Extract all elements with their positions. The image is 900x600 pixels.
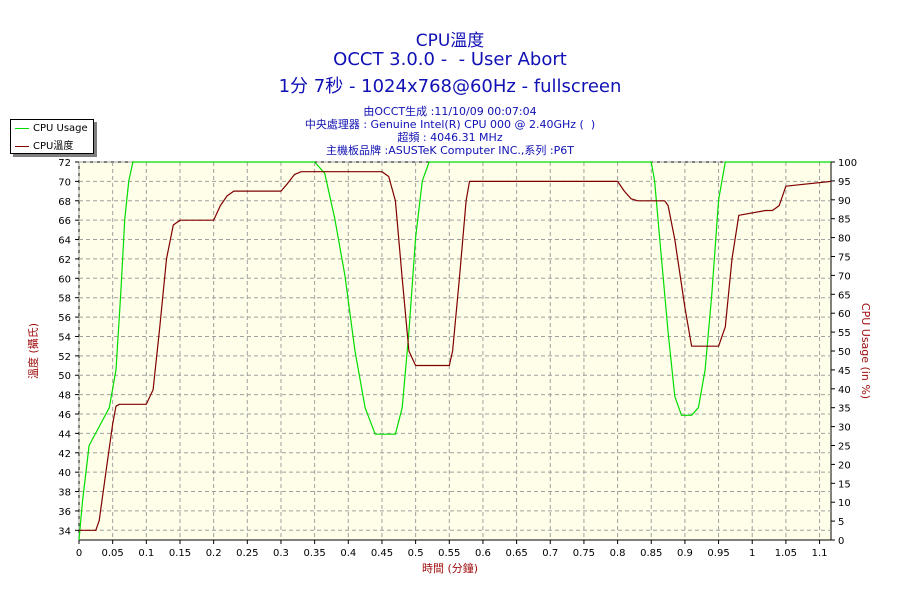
y-tick-label: 52 — [58, 352, 71, 363]
chart-title: CPU溫度 — [415, 31, 485, 51]
y2-axis-label: CPU Usage (in %) — [859, 303, 872, 399]
chart-subtitle-test: OCCT 3.0.0 - - User Abort — [333, 49, 567, 70]
x-tick-label: 0.8 — [610, 548, 626, 559]
y2-tick-label: 40 — [838, 385, 851, 396]
axis-ticks: 0 0.05 0.1 0.15 0.2 0.25 0.3 0.35 0.4 0.45 0.5 0.55… — [58, 158, 857, 559]
info-clock: 超頻 : 4046.31 MHz — [397, 131, 503, 144]
y2-tick-label: 65 — [838, 290, 851, 301]
y2-tick-label: 70 — [838, 271, 851, 282]
legend-item-temp: CPU溫度 — [15, 137, 74, 152]
info-motherboard: 主機板品牌 :ASUSTeK Computer INC.,系列 :P6T — [326, 144, 574, 157]
x-tick-label: 0.35 — [303, 548, 325, 559]
x-tick-label: 1 — [749, 548, 755, 559]
x-tick-label: 0.9 — [677, 548, 693, 559]
x-tick-label: 0.95 — [707, 548, 729, 559]
legend-swatch-temp — [15, 145, 29, 147]
y-tick-label: 40 — [58, 468, 71, 479]
y-tick-label: 54 — [58, 332, 71, 343]
grid-lines — [78, 161, 831, 540]
x-tick-label: 0.45 — [371, 548, 393, 559]
y2-tick-label: 55 — [838, 328, 851, 339]
legend-label-usage: CPU Usage — [33, 123, 88, 134]
x-tick-label: 0 — [76, 548, 82, 559]
x-tick-label: 1.1 — [812, 548, 828, 559]
x-tick-label: 0.3 — [273, 548, 289, 559]
x-tick-label: 1.05 — [775, 548, 797, 559]
y-tick-label: 62 — [58, 255, 71, 266]
y-tick-label: 60 — [58, 274, 71, 285]
series-line-cpu-usage — [78, 161, 831, 541]
x-tick-label: 0.15 — [169, 548, 191, 559]
y-tick-label: 42 — [58, 449, 71, 460]
y-tick-label: 58 — [58, 294, 71, 305]
y2-tick-label: 100 — [838, 158, 857, 169]
info-cpu: 中央處理器 : Genuine Intel(R) CPU 000 @ 2.40G… — [304, 118, 596, 131]
x-axis-label: 時間 (分鐘) — [422, 561, 478, 575]
y-tick-label: 64 — [58, 236, 71, 247]
y-tick-label: 72 — [58, 158, 71, 169]
chart-legend: CPU Usage CPU溫度 — [10, 119, 94, 154]
y-tick-label: 46 — [58, 410, 71, 421]
y2-tick-label: 25 — [838, 442, 851, 453]
y-tick-label: 70 — [58, 177, 71, 188]
y2-tick-label: 15 — [838, 479, 851, 490]
y-tick-label: 44 — [58, 429, 71, 440]
y2-tick-label: 75 — [838, 253, 851, 264]
y2-tick-label: 5 — [838, 517, 844, 528]
y-tick-label: 38 — [58, 488, 71, 499]
series-lines — [78, 161, 832, 541]
y-tick-label: 34 — [58, 526, 71, 537]
info-generated: 由OCCT生成 :11/10/09 00:07:04 — [363, 105, 537, 118]
y2-tick-label: 0 — [838, 536, 844, 547]
y-tick-label: 68 — [58, 197, 71, 208]
y-axis-label: 溫度 (攝氏) — [26, 323, 40, 379]
x-tick-label: 0.55 — [438, 548, 460, 559]
x-tick-label: 0.2 — [206, 548, 222, 559]
y-tick-label: 48 — [58, 391, 71, 402]
y2-tick-label: 85 — [838, 215, 851, 226]
y2-tick-label: 95 — [838, 177, 851, 188]
x-tick-label: 0.1 — [138, 548, 154, 559]
y-tick-label: 56 — [58, 313, 71, 324]
x-tick-label: 0.6 — [475, 548, 491, 559]
series-line-cpu-temp — [79, 171, 832, 531]
x-tick-label: 0.5 — [408, 548, 424, 559]
y-tick-label: 36 — [58, 507, 71, 518]
x-tick-label: 0.75 — [573, 548, 595, 559]
x-tick-label: 0.85 — [640, 548, 662, 559]
x-tick-label: 0.05 — [102, 548, 124, 559]
y2-tick-label: 20 — [838, 460, 851, 471]
plot-area — [78, 161, 832, 541]
y2-tick-label: 35 — [838, 404, 851, 415]
legend-item-usage: CPU Usage — [15, 123, 88, 136]
x-tick-label: 0.4 — [340, 548, 356, 559]
x-tick-label: 0.7 — [542, 548, 558, 559]
x-tick-label: 0.65 — [505, 548, 527, 559]
y-tick-label: 50 — [58, 371, 71, 382]
y2-tick-label: 45 — [838, 366, 851, 377]
y2-tick-label: 60 — [838, 309, 851, 320]
y-tick-label: 66 — [58, 216, 71, 227]
x-tick-label: 0.25 — [236, 548, 258, 559]
y2-tick-label: 30 — [838, 423, 851, 434]
y2-tick-label: 50 — [838, 347, 851, 358]
y2-tick-label: 10 — [838, 498, 851, 509]
legend-swatch-usage — [15, 127, 29, 129]
legend-label-temp: CPU溫度 — [33, 141, 74, 152]
y2-tick-label: 90 — [838, 196, 851, 207]
y2-tick-label: 80 — [838, 234, 851, 245]
chart-subtitle-duration: 1分 7秒 - 1024x768@60Hz - fullscreen — [278, 76, 622, 97]
